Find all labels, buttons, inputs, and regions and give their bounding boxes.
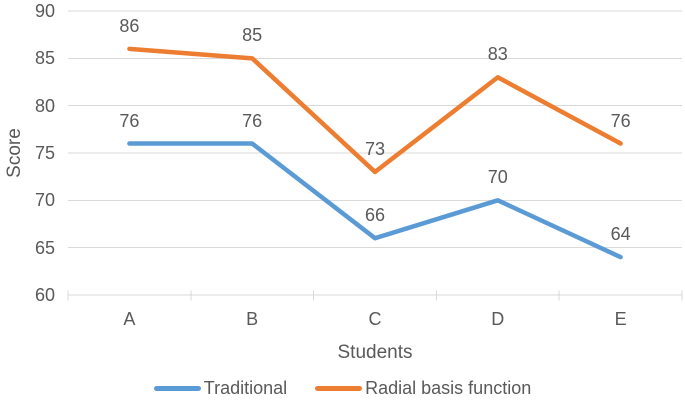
data-label: 76 — [610, 110, 631, 131]
legend-item: Radial basis function — [315, 378, 531, 398]
y-tick-label: 80 — [34, 95, 55, 116]
y-tick-label: 75 — [34, 143, 55, 163]
legend-line-marker — [153, 385, 201, 391]
data-label: 64 — [610, 224, 631, 245]
data-label: 86 — [119, 15, 140, 36]
x-tick-label: A — [123, 309, 136, 329]
y-axis-title: Score — [4, 128, 25, 178]
y-tick-label: 90 — [34, 1, 55, 21]
legend-label: Traditional — [203, 378, 288, 398]
y-tick-label: 85 — [34, 48, 55, 69]
y-tick-label: 65 — [34, 237, 55, 258]
legend-label: Radial basis function — [365, 378, 532, 398]
x-axis-title: Students — [337, 342, 413, 363]
x-tick-label: D — [491, 309, 505, 329]
series-line-radial-basis-function — [127, 46, 623, 175]
data-label: 66 — [364, 205, 386, 226]
x-tick-label: E — [614, 309, 627, 329]
data-label: 70 — [487, 167, 508, 188]
legend-item: Traditional — [153, 378, 288, 398]
data-label: 76 — [242, 110, 263, 131]
chart-legend: Traditional Radial basis function — [0, 377, 685, 399]
x-tick-label: B — [246, 309, 259, 329]
x-tick-label: C — [368, 309, 382, 329]
data-label: 83 — [487, 44, 508, 65]
y-tick-label: 60 — [34, 285, 55, 305]
data-label: 85 — [242, 25, 263, 46]
y-tick-label: 70 — [34, 190, 55, 211]
legend-line-marker — [315, 385, 363, 391]
data-label: 73 — [364, 138, 386, 159]
series-line-traditional — [127, 141, 623, 260]
data-label: 76 — [119, 110, 140, 131]
